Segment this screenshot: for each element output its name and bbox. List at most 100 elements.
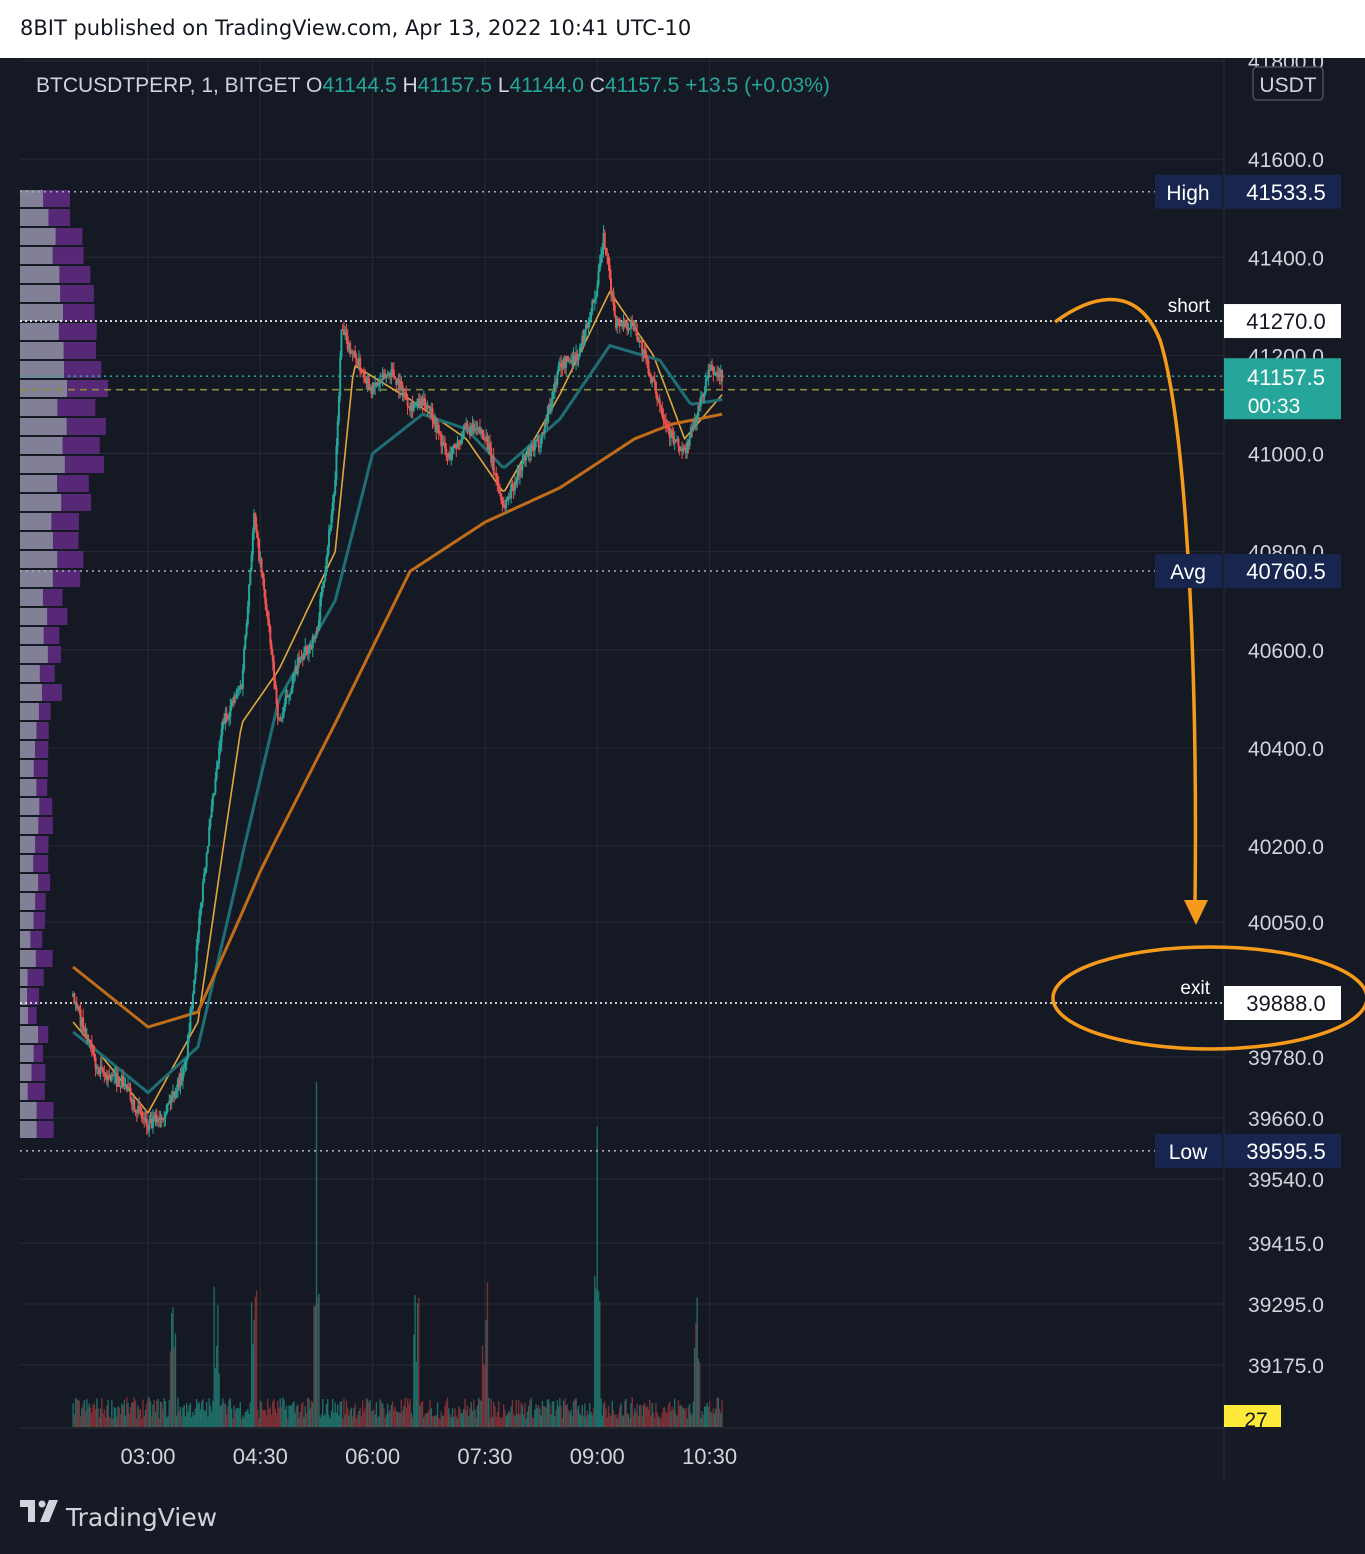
symbol-legend: BTCUSDTPERP, 1, BITGET O41144.5 H41157.5… [36,74,830,97]
candle-body [87,1034,90,1043]
candle-body [125,1084,128,1091]
candle-body [364,377,367,383]
candle-body [203,872,206,883]
candle-body [276,704,279,719]
candle-body [300,656,303,658]
candle-body [671,430,674,437]
candle-body [309,645,312,648]
profile-bar-buy [20,760,34,777]
candle-body [320,592,323,599]
close-value: 41157.5 [605,74,685,97]
candle-body [701,395,704,397]
candle-body [696,415,699,423]
candle-body [659,404,662,408]
publish-header: 8BIT published on TradingView.com, Apr 1… [0,0,1365,58]
candle-body [230,700,233,706]
candle-body [593,298,596,302]
candle-body [258,538,261,561]
profile-bar-buy [20,1026,39,1043]
price-tick-label: 39660.0 [1248,1108,1324,1131]
candle-body [134,1109,137,1113]
candle-body [135,1112,138,1114]
candle-body [352,350,355,355]
candle-body [365,382,368,384]
candle-body [335,446,338,480]
candle-body [709,364,712,371]
avg-tag-box [1155,554,1222,589]
price-chart[interactable]: 41800.041600.041400.041200.041000.040800… [0,58,1365,1482]
candle-body [149,1118,152,1122]
price-tick-label: 40400.0 [1248,738,1324,761]
candle-body [83,1028,86,1032]
candle-body [653,379,656,383]
candle-body [130,1100,133,1105]
candle-body [498,487,501,494]
candle-body [666,425,669,428]
candle-body [235,690,238,698]
profile-bar-buy [20,779,37,796]
candle-body [683,447,686,450]
candle-body [667,427,670,429]
candle-body [402,392,405,397]
candle-body [290,687,293,694]
candle-body [649,375,652,383]
candle-body [94,1057,97,1069]
candle-body [144,1118,147,1120]
candle-body [377,384,380,386]
profile-bar-buy [20,190,44,207]
exit-arrow-curve [1053,297,1198,906]
price-tick-label: 39780.0 [1248,1047,1324,1070]
candle-body [193,979,196,995]
candle-body [283,707,286,713]
candle-body [310,645,313,649]
candle-body [480,429,483,434]
candle-body [314,636,317,639]
candle-body [714,372,717,375]
candle-body [541,432,544,439]
candle-body [330,514,333,528]
candle-body [248,584,251,607]
exit-value-box [1224,986,1341,1020]
candle-body [687,441,690,447]
countdown-text: 00:33 [1248,395,1301,418]
candle-body [628,328,631,330]
candle-body [196,934,199,946]
high-value-text: 41533.5 [1246,180,1326,205]
candle-body [566,356,569,362]
candle-body [405,393,408,400]
profile-bar-buy [20,684,42,701]
price-tick-label: 39415.0 [1248,1233,1324,1256]
candle-body [528,450,531,456]
candle-body [370,386,373,394]
candle-body [642,349,645,354]
candle-body [618,318,621,327]
candle-body [611,291,614,293]
candle-body [446,454,449,458]
candle-body [280,717,283,719]
candle-body [697,405,700,416]
candle-body [95,1067,98,1069]
candle-body [122,1075,125,1087]
candle-body [195,945,198,969]
candle-body [218,747,221,764]
candle-body [396,379,399,385]
candle-body [114,1073,117,1075]
high-tag-box [1155,174,1222,209]
tradingview-brand: TradingView [66,1503,218,1532]
candle-body [487,443,490,450]
candle-body [206,846,209,854]
candle-body [644,351,647,359]
profile-bar-buy [20,893,36,910]
candle-body [148,1121,151,1131]
candle-body [89,1039,92,1044]
candle-body [334,479,337,495]
candle-body [572,355,575,366]
candle-body [535,440,538,442]
candle-body [299,656,302,663]
candle-body [713,374,716,376]
short-line-label: short [1168,296,1211,317]
candle-body [615,315,617,328]
profile-bar-buy [20,950,36,967]
candle-body [78,1006,81,1011]
candle-body [213,793,216,796]
